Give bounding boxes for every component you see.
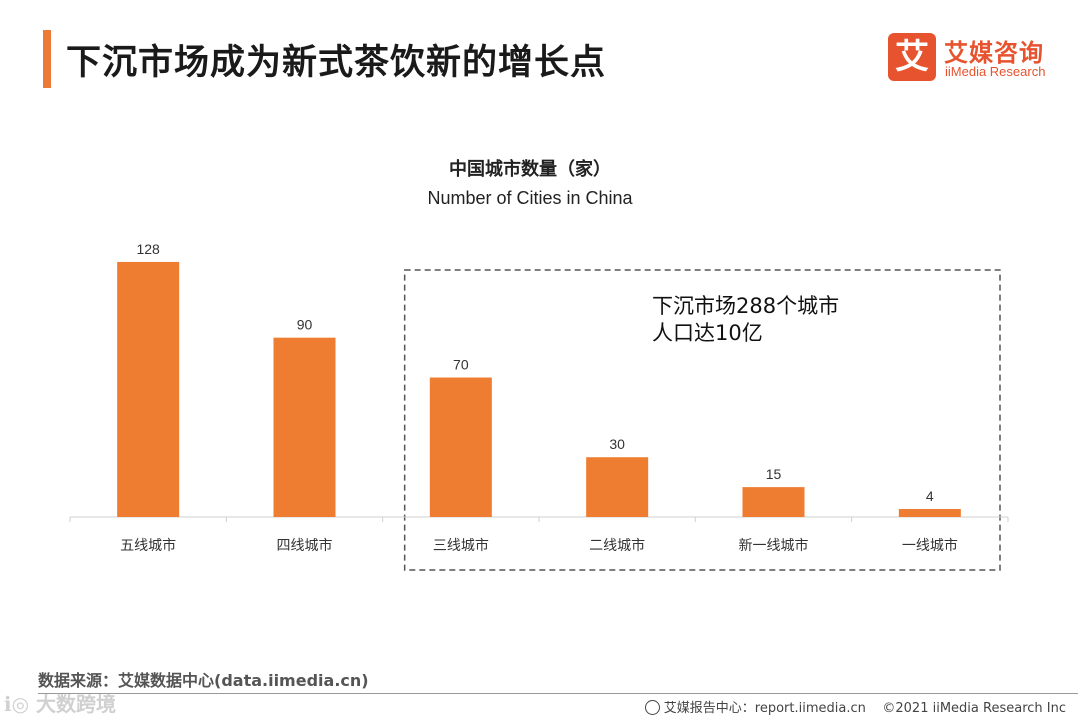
bar [742,487,805,517]
bar [273,337,336,517]
data-label: 4 [926,488,934,504]
annotation-line-2: 人口达10亿 [652,321,763,345]
bar [117,261,180,517]
tick-label: 五线城市 [120,537,176,554]
data-label: 15 [766,466,782,482]
bar [429,377,492,517]
page-title: 下沉市场成为新式茶饮新的增长点 [66,43,607,83]
data-label: 128 [136,241,160,257]
watermark: ℹ◎ 大数跨境 [4,692,117,716]
tick-label: 一线城市 [902,537,958,554]
bar [586,457,649,517]
data-label: 30 [609,436,625,452]
data-source: 数据来源：艾媒数据中心(data.iimedia.cn) [38,671,369,690]
annotation-box [403,269,1001,571]
data-label: 70 [453,357,469,373]
chart-title: 中国城市数量（家） [449,159,611,180]
tick-label: 新一线城市 [739,537,809,554]
globe-icon [644,700,660,715]
data-label: 90 [297,317,313,333]
chart-subtitle: Number of Cities in China [427,188,633,208]
annotation-line-1: 下沉市场288个城市 [652,294,840,318]
bar [898,509,961,517]
brand-logo: 艾 艾媒咨询 iiMedia Research [888,33,1063,83]
logo-text-cn: 艾媒咨询 [944,39,1044,67]
copyright: ©2021 iiMedia Research Inc [882,701,1066,716]
tick-label: 四线城市 [277,537,333,554]
report-center-link[interactable]: 艾媒报告中心：report.iimedia.cn [663,701,866,716]
logo-mark: 艾 [888,33,936,81]
footer-right: 艾媒报告中心：report.iimedia.cn ©2021 iiMedia R… [644,697,1066,716]
logo-text-en: iiMedia Research [945,64,1046,79]
annotation-text: 下沉市场288个城市 人口达10亿 [652,293,839,347]
title-accent-bar [43,30,51,88]
tick-label: 三线城市 [433,537,489,554]
footer-divider [38,693,1078,694]
tick-label: 二线城市 [589,537,645,554]
